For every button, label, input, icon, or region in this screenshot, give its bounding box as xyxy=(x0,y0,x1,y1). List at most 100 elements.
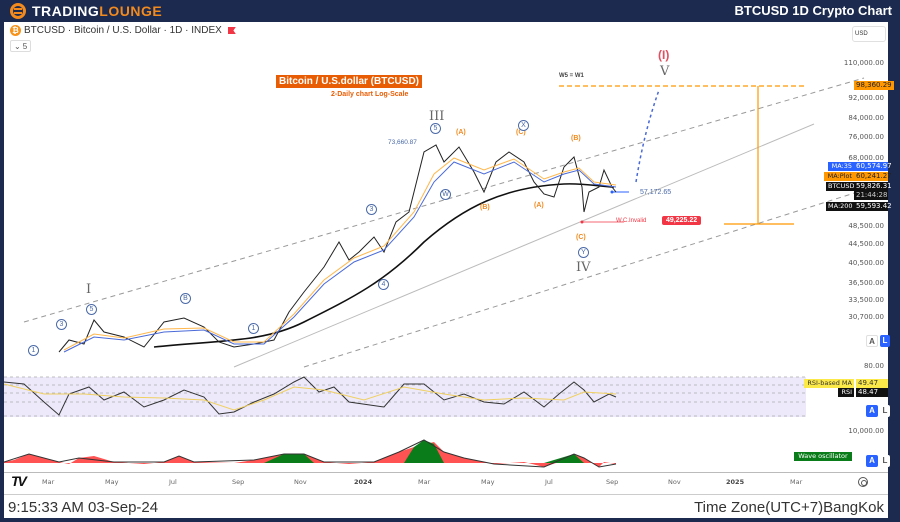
maplot-value: 60,241.27 xyxy=(854,172,892,181)
price-axis-label: 110,000.00 xyxy=(843,59,884,67)
wave-circle-X: X xyxy=(518,120,529,131)
wave-C-1: (C) xyxy=(516,129,526,136)
time-tick: Mar xyxy=(42,478,55,486)
chart-subtitle: 2-Daily chart Log-Scale xyxy=(331,91,409,98)
price-auto-scale-button[interactable]: A xyxy=(866,335,878,347)
price-axis-label: 76,000.00 xyxy=(848,133,884,141)
wave-label-IV: IV xyxy=(576,260,591,275)
price-axis-label: 40,500.00 xyxy=(848,259,884,267)
right-border xyxy=(888,22,900,494)
rsi-log-scale-button[interactable]: L xyxy=(880,405,890,417)
time-tick: Sep xyxy=(232,478,245,486)
wave-label-V: V xyxy=(660,64,670,79)
ma200-label: MA:200 xyxy=(826,202,854,211)
bitcoin-icon: ₿ xyxy=(10,25,21,36)
rsi-value: 48.47 xyxy=(856,388,888,397)
time-tick: 2024 xyxy=(354,478,373,486)
footer-bar: 9:15:33 AM 03-Sep-24 Time Zone(UTC+7)Ban… xyxy=(4,494,888,518)
timezone: Time Zone(UTC+7)BangKok xyxy=(694,499,884,516)
price-axis-label: 68,000.00 xyxy=(848,154,884,162)
chevron-down-icon: ⌄ xyxy=(14,41,21,51)
rsi-ma-value: 49.47 xyxy=(856,379,888,388)
symbol-header[interactable]: ₿ BTCUSD · Bitcoin / U.S. Dollar · 1D · … xyxy=(10,25,236,36)
wave-circle-1a: 1 xyxy=(28,345,39,356)
wave-A-2: (A) xyxy=(534,202,544,209)
bar-countdown: 21:44:28 xyxy=(854,191,888,200)
wave-B-1: (B) xyxy=(480,204,490,211)
wave-C-2: (C) xyxy=(576,234,586,241)
time-tick: Jul xyxy=(169,478,177,486)
wave-label-big-I: (I) xyxy=(658,48,670,62)
chart-canvas xyxy=(4,77,865,468)
time-tick: May xyxy=(105,478,119,486)
logo-text-lounge: LOUNGE xyxy=(99,3,163,19)
flag-icon[interactable] xyxy=(227,27,236,34)
wave-circle-1b: 1 xyxy=(248,323,259,334)
wave-A-1: (A) xyxy=(456,129,466,136)
wave-B-2: (B) xyxy=(571,135,581,142)
support-price-label: 57,172.65 xyxy=(640,189,672,196)
osc-log-scale-button[interactable]: L xyxy=(880,455,890,467)
price-log-scale-button[interactable]: L xyxy=(880,335,890,347)
time-tick: Nov xyxy=(668,478,681,486)
chart-settings-icon[interactable] xyxy=(858,477,868,487)
time-tick: 2025 xyxy=(726,478,745,486)
price-axis-label: 33,500.00 xyxy=(848,296,884,304)
ma35-value: 60,574.97 xyxy=(854,162,892,171)
time-tick: Mar xyxy=(790,478,803,486)
wave-circle-3a: 3 xyxy=(56,319,67,330)
rsi-label: RSI xyxy=(838,388,854,397)
wave-label-III: III xyxy=(429,109,445,124)
price-axis-label: 30,700.00 xyxy=(848,313,884,321)
page-title: BTCUSD 1D Crypto Chart xyxy=(734,3,892,18)
osc-auto-scale-button[interactable]: A xyxy=(866,455,878,467)
time-axis[interactable]: Mar May Jul Sep Nov 2024 Mar May Jul Sep… xyxy=(4,472,888,494)
chart-area[interactable]: ₿ BTCUSD · Bitcoin / U.S. Dollar · 1D · … xyxy=(4,22,894,494)
oscillator-axis-label: 10,000.00 xyxy=(848,427,884,435)
w5-eq-w1-label: W5 = W1 xyxy=(559,73,584,79)
rsi-axis-label: 80.00 xyxy=(863,362,884,370)
rsi-ma-label: RSI-based MA xyxy=(804,379,854,388)
ma35-label: MA:35 xyxy=(828,162,854,171)
time-tick: Nov xyxy=(294,478,307,486)
chart-title: Bitcoin / U.S.dollar (BTCUSD) xyxy=(276,75,422,88)
logo-text-trading: TRADING xyxy=(32,3,100,19)
price-axis-label: 36,500.00 xyxy=(848,279,884,287)
brand-logo: TRADING LOUNGE xyxy=(10,2,162,20)
rsi-auto-scale-button[interactable]: A xyxy=(866,405,878,417)
invalid-price-tag: 49,225.22 xyxy=(662,216,702,225)
symbol-description: BTCUSD · Bitcoin / U.S. Dollar · 1D · IN… xyxy=(24,25,222,36)
time-tick: Mar xyxy=(418,478,431,486)
timestamp: 9:15:33 AM 03-Sep-24 xyxy=(8,499,159,516)
wave-circle-5a: 5 xyxy=(86,304,97,315)
wave-circle-3b: 3 xyxy=(366,204,377,215)
btcusd-price: 59,826.31 xyxy=(854,182,892,191)
price-axis-label: 48,500.00 xyxy=(848,222,884,230)
btcusd-label: BTCUSD xyxy=(826,182,855,191)
time-tick: Jul xyxy=(545,478,553,486)
time-tick: Sep xyxy=(606,478,619,486)
left-border xyxy=(0,22,4,522)
wave-circle-Y: Y xyxy=(578,247,589,258)
wave-circle-4: 4 xyxy=(378,279,389,290)
ma200-value: 59,593.42 xyxy=(854,202,892,211)
maplot-label: MA:Plot xyxy=(824,172,854,181)
wave-circle-W: W xyxy=(440,189,451,200)
header-bar: TRADING LOUNGE BTCUSD 1D Crypto Chart xyxy=(0,0,900,22)
wave-circle-B: B xyxy=(180,293,191,304)
indicator-count: 5 xyxy=(22,41,28,51)
target-price-tag: 98,360.29 xyxy=(854,81,894,90)
high-price-label: 73,660.87 xyxy=(388,139,417,146)
wave-oscillator-label: Wave oscillator xyxy=(794,452,852,461)
wave-circle-5b: 5 xyxy=(430,123,441,134)
wave-label-I: I xyxy=(86,282,92,297)
time-tick: May xyxy=(481,478,495,486)
tradingview-logo-icon[interactable]: TV xyxy=(11,473,27,489)
price-axis-label: 92,000.00 xyxy=(848,94,884,102)
indicators-collapse-button[interactable]: ⌄ 5 xyxy=(10,40,32,52)
price-axis-label: 84,000.00 xyxy=(848,114,884,122)
price-axis-label: 44,500.00 xyxy=(848,240,884,248)
currency-select[interactable]: USD xyxy=(852,26,886,42)
logo-icon xyxy=(10,3,26,19)
